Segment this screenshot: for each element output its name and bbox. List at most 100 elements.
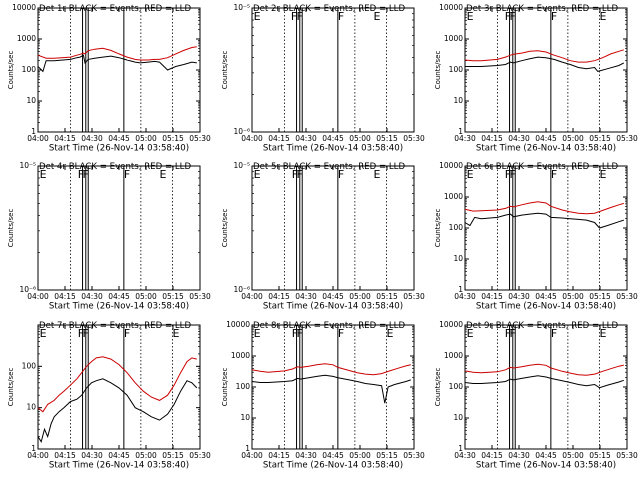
panel-9: Det 9r BLACK = Events, RED = LLD 1 10 100 10…: [434, 320, 638, 471]
flag-marker-label: E: [374, 168, 381, 181]
flag-marker-label: F: [124, 168, 130, 181]
flag-marker-label: F: [551, 10, 557, 23]
lld-series-line: [464, 49, 624, 63]
flag-marker-label: F: [292, 168, 298, 181]
x-tick-label: 05:30: [189, 292, 211, 301]
lld-series-line: [37, 356, 197, 413]
y-tick-label: 1: [31, 444, 36, 453]
flag-marker-label: F: [505, 168, 511, 181]
y-axis-label: Counts/sec: [434, 209, 442, 248]
x-tick-label: 05:00: [135, 451, 157, 460]
x-tick-label: 05:00: [349, 134, 371, 143]
panel-title: Det 3r BLACK = Events, RED = LLD: [466, 4, 618, 14]
y-axis-label: Counts/sec: [221, 51, 229, 90]
x-tick-label: 04:00: [241, 451, 263, 460]
y-tick-label: 10: [453, 254, 463, 263]
panel-3: Det 3r BLACK = Events, RED = LLD 1 10 100 10…: [434, 3, 638, 154]
panel-1: Det 1r BLACK = Events, RED = LLD 1 10 100 10…: [7, 3, 211, 154]
flag-marker-label: E: [599, 168, 606, 181]
x-axis-label: Start Time (26-Nov-14 03:58:40): [476, 302, 616, 312]
panel-title: Det 8r BLACK = Events, RED = LLD: [253, 321, 405, 331]
y-tick-label: 10000: [439, 161, 463, 170]
x-tick-label: 04:15: [268, 134, 290, 143]
flag-marker-label: F: [124, 327, 130, 340]
x-tick-label: 04:30: [454, 292, 476, 301]
y-tick-label: 10: [240, 413, 250, 422]
plot-frame: [251, 324, 415, 450]
lld-series-line: [464, 363, 624, 376]
y-tick-label: 10000: [226, 320, 250, 329]
x-tick-label: 05:00: [349, 292, 371, 301]
flag-marker-label: F: [297, 168, 303, 181]
y-tick-label: 1000: [231, 351, 250, 360]
x-tick-label: 04:30: [295, 451, 317, 460]
x-tick-label: 04:15: [268, 451, 290, 460]
x-tick-label: 05:15: [376, 292, 398, 301]
x-tick-label: 04:30: [81, 451, 103, 460]
plot-frame: [37, 165, 201, 291]
x-tick-label: 05:00: [562, 134, 584, 143]
lld-series-line: [251, 363, 411, 376]
flag-marker-label: E: [467, 327, 474, 340]
plot-frame: [37, 324, 201, 450]
x-tick-label: 04:15: [481, 451, 503, 460]
x-tick-label: 05:00: [135, 134, 157, 143]
y-tick-label: 10000: [439, 3, 463, 12]
x-tick-label: 04:45: [108, 292, 130, 301]
plot-frame: [37, 7, 201, 133]
x-tick-label: 05:15: [162, 451, 184, 460]
flag-marker-label: F: [292, 327, 298, 340]
panel-title: Det 7r BLACK = Events, RED = LLD: [39, 321, 191, 331]
y-tick-label: 1: [31, 127, 36, 136]
x-tick-label: 04:15: [268, 292, 290, 301]
plot-frame: [251, 7, 415, 133]
panel-2: Det 2r BLACK = Events, RED = LLD 10⁻⁶ 10⁻⁵…: [221, 3, 425, 154]
y-axis-label: Counts/sec: [221, 368, 229, 407]
x-tick-label: 05:30: [403, 292, 425, 301]
flag-marker-label: E: [40, 327, 47, 340]
x-axis-label: Start Time (26-Nov-14 03:58:40): [49, 144, 189, 154]
x-tick-label: 04:30: [81, 134, 103, 143]
y-axis-label: Counts/sec: [434, 368, 442, 407]
x-tick-label: 04:15: [54, 451, 76, 460]
flag-marker-label: E: [40, 168, 47, 181]
y-tick-label: 1: [245, 444, 250, 453]
y-axis-label: Counts/sec: [434, 51, 442, 90]
y-tick-label: 10⁻⁶: [233, 285, 250, 294]
flag-marker-label: F: [510, 327, 516, 340]
events-series-line: [464, 212, 624, 229]
x-axis-label: Start Time (26-Nov-14 03:58:40): [49, 461, 189, 471]
panel-title: Det 2r BLACK = Events, RED = LLD: [253, 4, 405, 14]
x-tick-label: 04:30: [454, 134, 476, 143]
flag-marker-label: F: [291, 10, 297, 23]
flag-marker-label: E: [254, 168, 261, 181]
y-tick-label: 10⁻⁶: [233, 127, 250, 136]
x-tick-label: 05:30: [403, 451, 425, 460]
x-tick-label: 04:00: [27, 134, 49, 143]
x-axis-label: Start Time (26-Nov-14 03:58:40): [476, 144, 616, 154]
plot-frame: [251, 165, 415, 291]
y-tick-label: 1000: [444, 351, 463, 360]
flag-marker-label: F: [297, 327, 303, 340]
x-tick-label: 04:00: [27, 451, 49, 460]
flag-marker-label: F: [510, 10, 516, 23]
x-tick-label: 04:30: [508, 292, 530, 301]
flag-marker-label: F: [505, 327, 511, 340]
flag-marker-label: F: [338, 168, 344, 181]
y-tick-label: 10⁻⁵: [233, 161, 250, 170]
x-tick-label: 04:45: [322, 292, 344, 301]
x-tick-label: 05:15: [589, 292, 611, 301]
x-tick-label: 05:30: [616, 134, 638, 143]
x-tick-label: 04:45: [535, 292, 557, 301]
y-tick-label: 100: [449, 65, 464, 74]
plot-frame: [464, 165, 628, 291]
x-tick-label: 04:30: [508, 134, 530, 143]
x-tick-label: 04:45: [322, 451, 344, 460]
x-tick-label: 04:45: [535, 134, 557, 143]
flag-marker-label: E: [467, 168, 474, 181]
x-tick-label: 05:15: [589, 134, 611, 143]
flag-marker-label: F: [551, 168, 557, 181]
x-tick-label: 05:15: [589, 451, 611, 460]
x-tick-label: 04:15: [481, 292, 503, 301]
y-tick-label: 1: [458, 127, 463, 136]
